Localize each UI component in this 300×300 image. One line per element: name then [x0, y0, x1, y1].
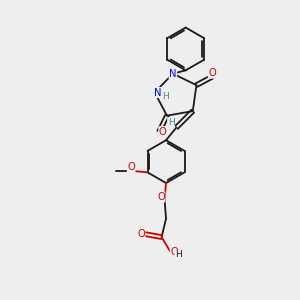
Text: N: N — [169, 69, 177, 79]
Text: N: N — [154, 88, 162, 98]
Text: O: O — [157, 192, 165, 202]
Text: O: O — [159, 127, 166, 137]
Text: O: O — [208, 68, 216, 78]
Text: O: O — [170, 247, 178, 257]
Text: O: O — [127, 162, 135, 172]
Text: O: O — [137, 229, 145, 239]
Text: H: H — [175, 250, 182, 260]
Text: H: H — [162, 92, 169, 100]
Text: H: H — [168, 118, 175, 127]
